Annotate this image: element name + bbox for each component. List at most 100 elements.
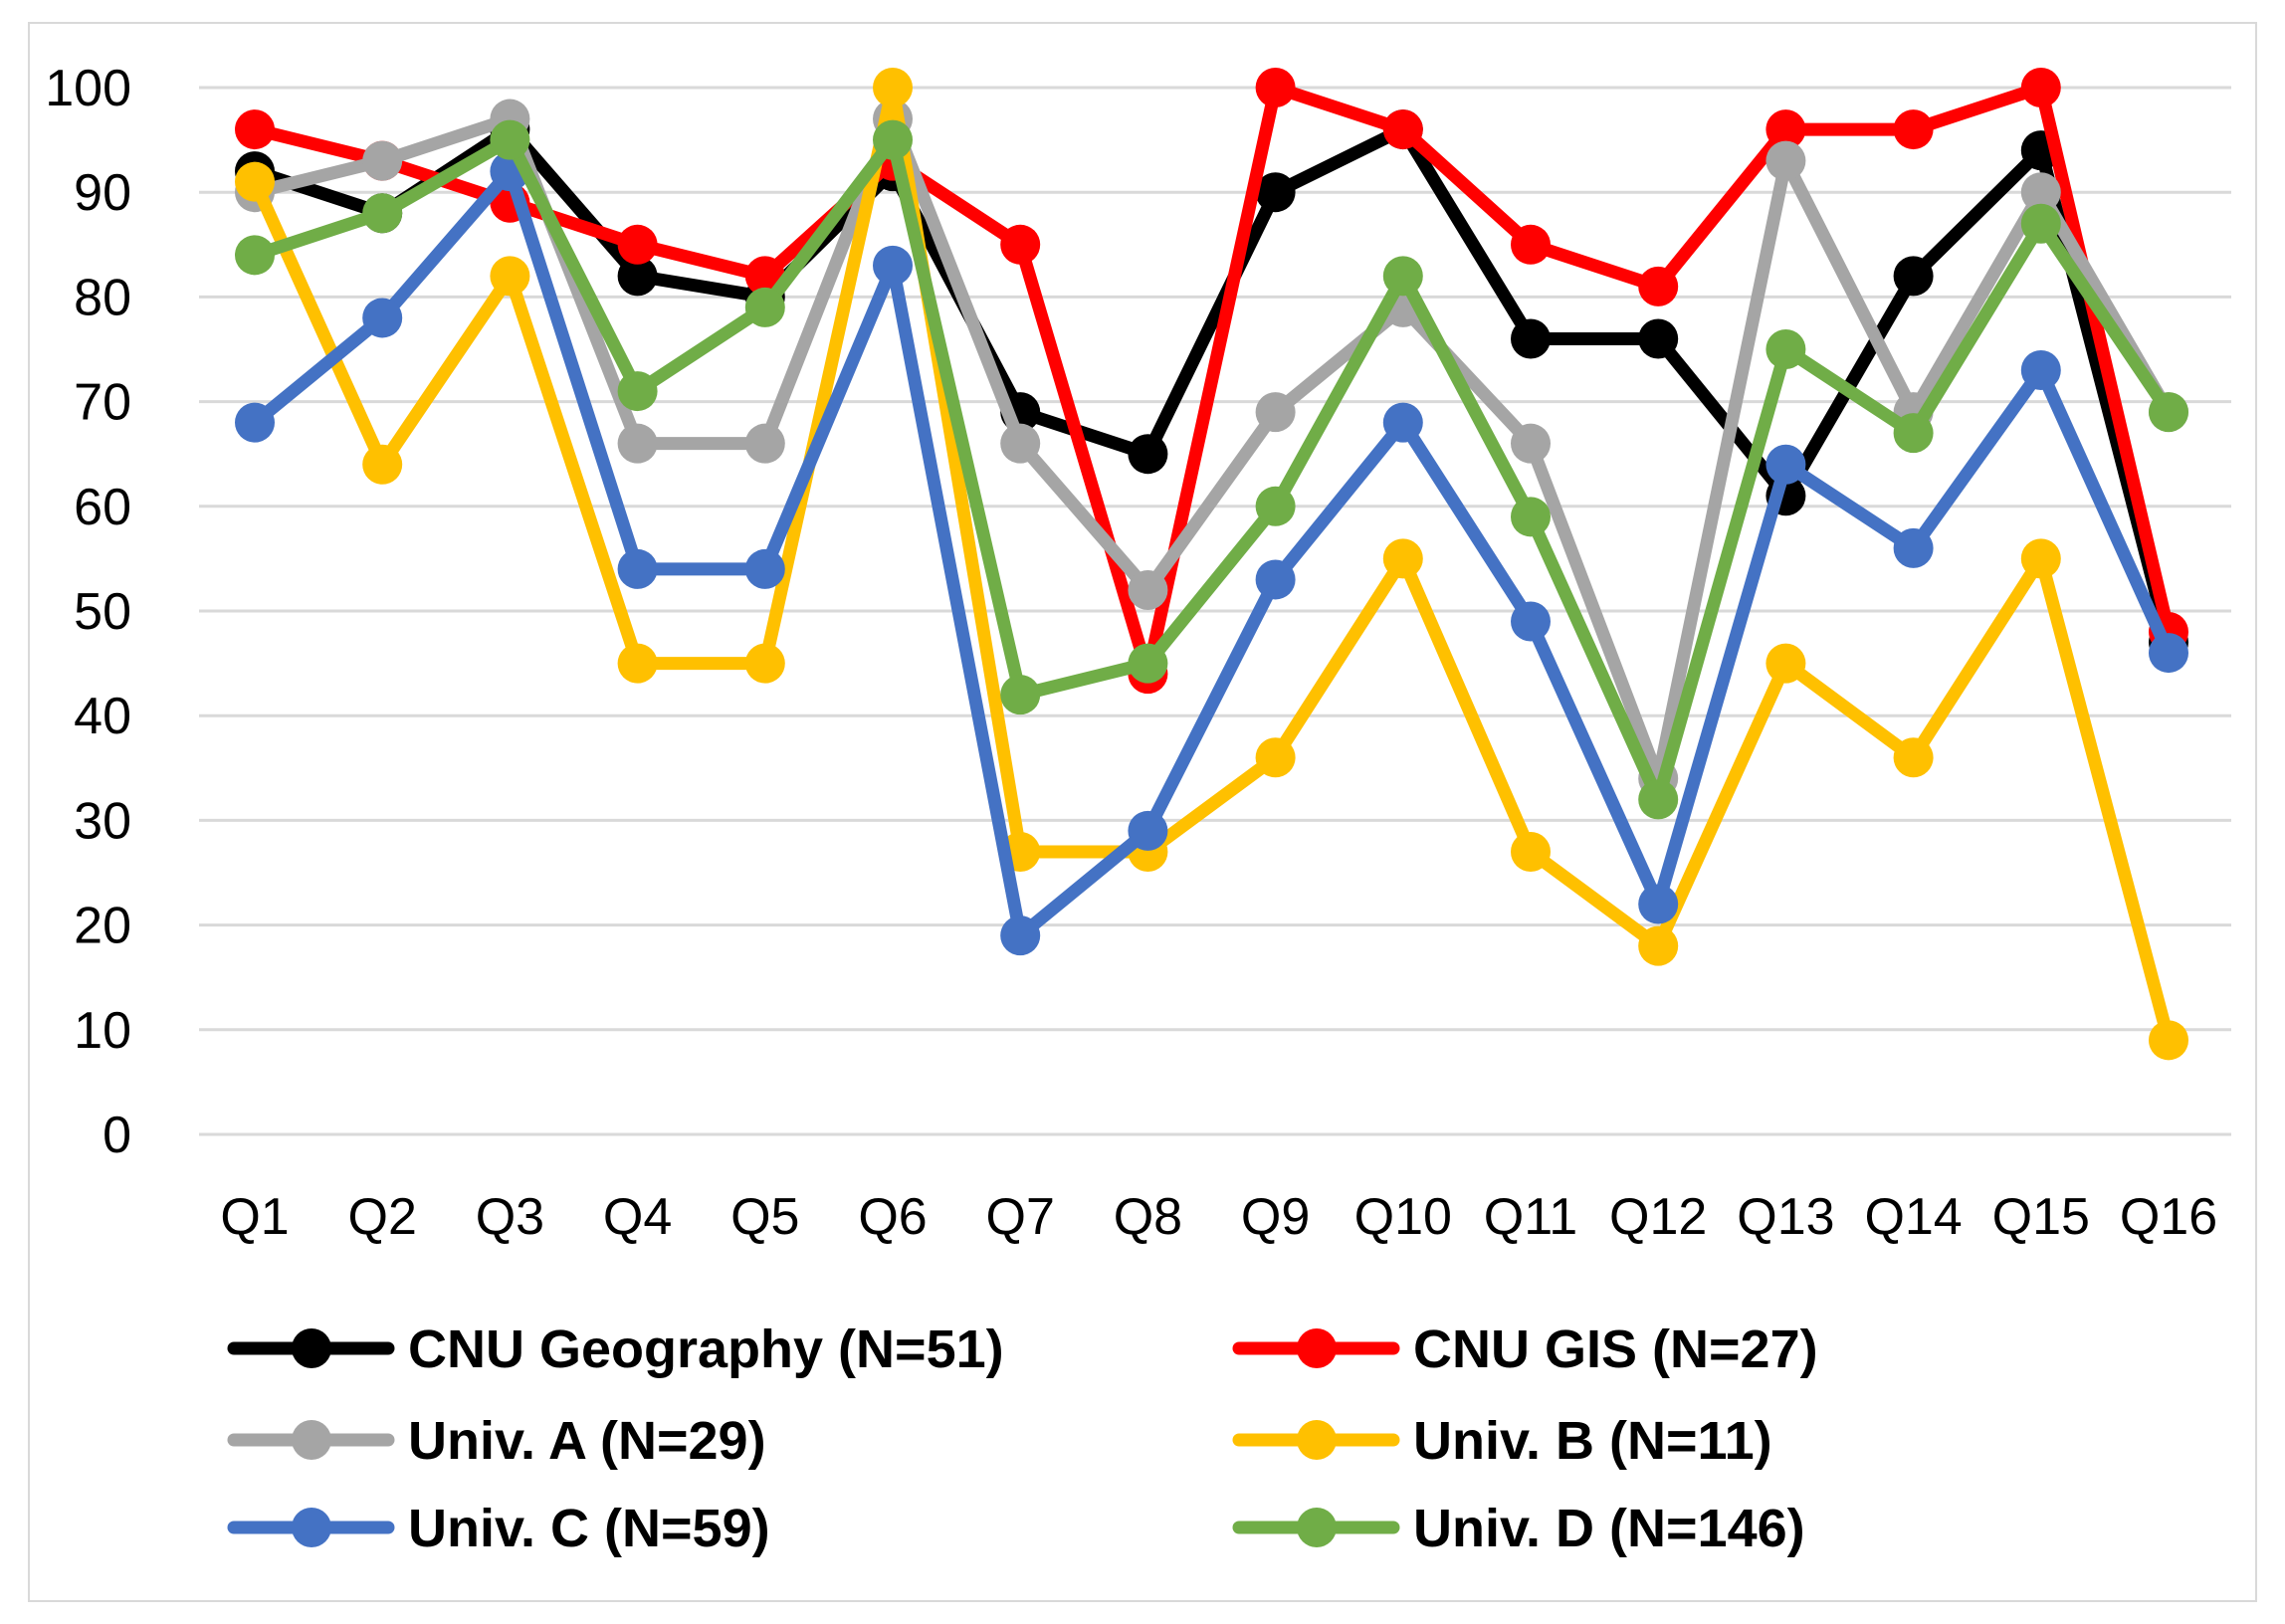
data-point-cnu-gis-n-27-q9 xyxy=(1255,68,1296,107)
data-point-univ-d-n-146-q1 xyxy=(235,235,275,276)
data-point-univ-b-n-11-q11 xyxy=(1511,831,1551,872)
y-tick-label-70: 70 xyxy=(74,374,131,432)
data-point-univ-c-n-59-q4 xyxy=(617,548,658,589)
legend-item-univ-b-n-11: Univ. B (N=11) xyxy=(1232,1411,1772,1471)
data-point-univ-d-n-146-q6 xyxy=(873,119,913,160)
y-axis-tick-labels: 0 10 20 30 40 50 60 70 80 90 100 xyxy=(45,60,131,1164)
data-point-univ-c-n-59-q6 xyxy=(873,245,913,286)
data-point-cnu-gis-n-27-q13 xyxy=(1766,109,1806,150)
legend-item-cnu-geography-n-51: CNU Geography (N=51) xyxy=(227,1320,1004,1379)
data-point-univ-d-n-146-q13 xyxy=(1766,329,1806,369)
data-point-univ-c-n-59-q10 xyxy=(1382,402,1423,443)
legend-label: Univ. B (N=11) xyxy=(1413,1411,1772,1471)
x-tick-label-q12: Q12 xyxy=(1609,1188,1707,1246)
data-point-univ-c-n-59-q8 xyxy=(1128,810,1168,851)
data-point-cnu-geography-n-51-q9 xyxy=(1255,172,1296,213)
data-point-univ-b-n-11-q16 xyxy=(2149,1020,2188,1061)
y-tick-label-50: 50 xyxy=(74,583,131,641)
legend: CNU Geography (N=51) CNU GIS (N=27) Univ. … xyxy=(227,1320,1818,1558)
legend-item-univ-a-n-29: Univ. A (N=29) xyxy=(227,1411,766,1471)
data-point-univ-d-n-146-q10 xyxy=(1382,256,1423,297)
data-point-univ-a-n-29-q11 xyxy=(1511,423,1551,464)
series-line-univ-b-n-11 xyxy=(248,81,2176,1047)
data-point-univ-d-n-146-q14 xyxy=(1893,413,1934,454)
x-tick-label-q9: Q9 xyxy=(1241,1188,1310,1246)
series-line-univ-d-n-146 xyxy=(248,133,2176,806)
legend-swatch-marker xyxy=(1297,1508,1337,1547)
data-point-univ-c-n-59-q14 xyxy=(1893,527,1934,568)
y-tick-label-30: 30 xyxy=(74,792,131,850)
data-point-univ-c-n-59-q9 xyxy=(1255,559,1296,600)
data-point-univ-c-n-59-q16 xyxy=(2149,633,2188,674)
data-point-univ-b-n-11-q9 xyxy=(1255,737,1296,778)
data-point-univ-b-n-11-q6 xyxy=(873,68,913,107)
data-point-univ-a-n-29-q5 xyxy=(744,423,785,464)
data-point-univ-d-n-146-q7 xyxy=(1000,675,1041,715)
x-tick-label-q3: Q3 xyxy=(476,1188,544,1246)
data-point-univ-b-n-11-q12 xyxy=(1638,925,1679,966)
data-point-univ-c-n-59-q15 xyxy=(2020,350,2061,391)
legend-item-univ-c-n-59: Univ. C (N=59) xyxy=(227,1499,770,1558)
data-point-univ-d-n-146-q12 xyxy=(1638,779,1679,820)
data-point-univ-b-n-11-q5 xyxy=(744,643,785,684)
data-point-univ-c-n-59-q5 xyxy=(744,548,785,589)
data-point-univ-b-n-11-q1 xyxy=(235,161,275,202)
data-point-univ-b-n-11-q14 xyxy=(1893,737,1934,778)
y-tick-label-60: 60 xyxy=(74,479,131,536)
gridlines xyxy=(199,86,2231,1136)
series-line-cnu-gis-n-27 xyxy=(248,81,2176,681)
data-point-cnu-gis-n-27-q4 xyxy=(617,224,658,265)
series-univ-c-n-59 xyxy=(235,151,2188,956)
legend-label: CNU Geography (N=51) xyxy=(408,1320,1004,1379)
data-point-univ-d-n-146-q4 xyxy=(617,371,658,412)
data-point-univ-d-n-146-q8 xyxy=(1128,643,1168,684)
legend-label: CNU GIS (N=27) xyxy=(1413,1320,1818,1379)
data-point-univ-d-n-146-q15 xyxy=(2020,203,2061,244)
data-point-cnu-gis-n-27-q7 xyxy=(1000,224,1041,265)
data-point-univ-d-n-146-q2 xyxy=(362,193,403,234)
legend-label: Univ. A (N=29) xyxy=(408,1411,766,1471)
x-tick-label-q4: Q4 xyxy=(603,1188,672,1246)
data-point-cnu-gis-n-27-q11 xyxy=(1511,224,1551,265)
data-point-univ-a-n-29-q9 xyxy=(1255,392,1296,433)
data-point-cnu-gis-n-27-q15 xyxy=(2020,68,2061,107)
y-tick-label-10: 10 xyxy=(74,1002,131,1060)
data-point-univ-a-n-29-q7 xyxy=(1000,423,1041,464)
data-point-univ-d-n-146-q9 xyxy=(1255,486,1296,526)
data-point-univ-a-n-29-q13 xyxy=(1766,140,1806,181)
legend-item-cnu-gis-n-27: CNU GIS (N=27) xyxy=(1232,1320,1818,1379)
data-point-univ-c-n-59-q13 xyxy=(1766,444,1806,485)
data-point-univ-b-n-11-q15 xyxy=(2020,538,2061,579)
y-tick-label-40: 40 xyxy=(74,688,131,745)
data-point-univ-c-n-59-q12 xyxy=(1638,884,1679,924)
data-point-univ-a-n-29-q2 xyxy=(362,140,403,181)
series-line-univ-a-n-29 xyxy=(248,112,2176,785)
data-point-cnu-gis-n-27-q10 xyxy=(1382,109,1423,150)
data-point-univ-c-n-59-q2 xyxy=(362,298,403,338)
data-point-univ-a-n-29-q15 xyxy=(2020,172,2061,213)
y-tick-label-90: 90 xyxy=(74,164,131,222)
data-point-cnu-gis-n-27-q1 xyxy=(235,109,275,150)
x-tick-label-q2: Q2 xyxy=(348,1188,417,1246)
y-tick-label-0: 0 xyxy=(103,1107,131,1164)
legend-swatch-marker xyxy=(1297,1420,1337,1460)
x-tick-label-q15: Q15 xyxy=(1992,1188,2090,1246)
series-univ-b-n-11 xyxy=(235,68,2188,1061)
series-line-univ-c-n-59 xyxy=(248,164,2176,942)
x-tick-label-q8: Q8 xyxy=(1114,1188,1182,1246)
data-point-univ-b-n-11-q10 xyxy=(1382,538,1423,579)
x-tick-label-q13: Q13 xyxy=(1737,1188,1834,1246)
legend-item-univ-d-n-146: Univ. D (N=146) xyxy=(1232,1499,1805,1558)
x-tick-label-q7: Q7 xyxy=(986,1188,1055,1246)
x-tick-label-q5: Q5 xyxy=(730,1188,799,1246)
series-univ-d-n-146 xyxy=(235,119,2188,820)
data-point-univ-b-n-11-q4 xyxy=(617,643,658,684)
data-point-univ-c-n-59-q1 xyxy=(235,402,275,443)
data-point-cnu-gis-n-27-q14 xyxy=(1893,109,1934,150)
data-point-univ-d-n-146-q11 xyxy=(1511,497,1551,537)
data-point-univ-c-n-59-q7 xyxy=(1000,915,1041,956)
data-point-univ-d-n-146-q5 xyxy=(744,287,785,327)
data-point-cnu-geography-n-51-q14 xyxy=(1893,256,1934,297)
legend-label: Univ. D (N=146) xyxy=(1413,1499,1805,1558)
